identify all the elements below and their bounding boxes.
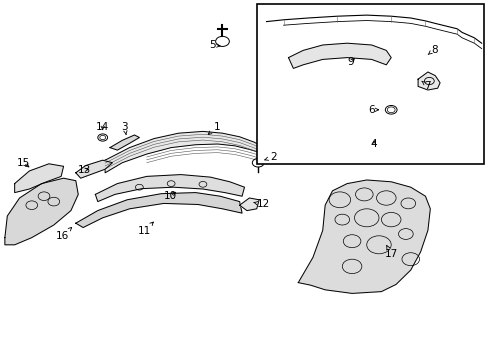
Polygon shape	[110, 135, 139, 150]
Text: 9: 9	[347, 57, 354, 67]
Polygon shape	[298, 180, 429, 293]
Polygon shape	[15, 164, 63, 193]
Text: 14: 14	[96, 122, 109, 132]
Text: 2: 2	[264, 152, 277, 162]
Polygon shape	[5, 178, 78, 245]
Text: 1: 1	[208, 122, 221, 134]
Text: 12: 12	[253, 199, 269, 210]
Text: 17: 17	[384, 246, 397, 259]
Polygon shape	[417, 72, 439, 90]
Polygon shape	[76, 160, 112, 178]
Text: 16: 16	[56, 228, 72, 241]
Text: 11: 11	[137, 222, 153, 236]
Polygon shape	[239, 198, 259, 211]
Text: 6: 6	[367, 105, 378, 115]
Text: 8: 8	[427, 45, 437, 55]
Text: 10: 10	[163, 191, 176, 201]
Polygon shape	[105, 131, 264, 173]
Text: 7: 7	[421, 81, 430, 91]
Text: 15: 15	[17, 158, 30, 168]
Polygon shape	[95, 175, 244, 202]
Text: 3: 3	[121, 122, 128, 135]
Polygon shape	[288, 43, 390, 68]
Text: 4: 4	[370, 139, 377, 149]
Polygon shape	[76, 193, 242, 228]
Bar	[256, 4, 483, 164]
Text: 5: 5	[209, 40, 220, 50]
Text: 13: 13	[77, 165, 91, 175]
